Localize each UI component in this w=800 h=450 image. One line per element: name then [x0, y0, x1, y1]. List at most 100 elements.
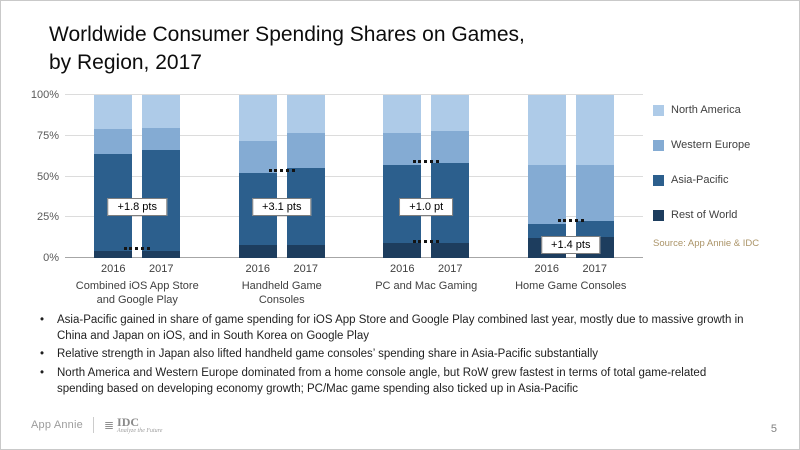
category-label: Combined iOS App Store and Google Play	[75, 280, 199, 307]
page-number: 5	[770, 423, 777, 435]
bar-segment	[94, 95, 133, 130]
dotted-connector	[268, 168, 295, 172]
bar-segment	[527, 223, 566, 239]
stacked-bar-2016	[238, 95, 277, 258]
stacked-bar-2016	[94, 95, 133, 258]
stacked-bar-2017	[431, 95, 470, 258]
stacked-bar-2016	[527, 95, 566, 258]
year-label: 2016	[534, 263, 559, 275]
change-annotation: +1.8 pts	[107, 198, 167, 217]
legend-label: North America	[671, 104, 741, 116]
source-note: Source: App Annie & IDC	[653, 238, 760, 249]
category-label: PC and Mac Gaming	[375, 280, 478, 292]
dotted-connector	[413, 160, 440, 164]
bar-segment	[431, 243, 470, 258]
y-tick-label: 25%	[36, 211, 59, 224]
bullet-list: Asia-Pacific gained in share of game spe…	[35, 313, 751, 400]
y-tick-label: 75%	[36, 129, 59, 142]
bar-group: +1.4 pts	[499, 95, 644, 258]
bar-segment	[527, 165, 566, 224]
stacked-bar-2017	[142, 95, 181, 258]
bar-segment	[142, 95, 181, 128]
bullet-item: Relative strength in Japan also lifted h…	[35, 347, 751, 363]
change-annotation: +1.4 pts	[541, 235, 601, 254]
bar-group: +3.1 pts	[210, 95, 355, 258]
gridline	[65, 175, 643, 177]
chart: 0% 25% 50% 75% 100% +1.8 pts +3.1 pts +1.0 pt +…	[29, 89, 644, 309]
y-axis: 0% 25% 50% 75% 100%	[29, 89, 59, 264]
appannie-logo: App Annie	[31, 419, 83, 432]
bar-segment	[383, 95, 422, 133]
idc-logo-text: IDC	[117, 414, 140, 429]
legend-label: Western Europe	[671, 139, 751, 151]
legend-item: Asia-Pacific	[653, 174, 750, 186]
category-label: Handheld Game Consoles	[241, 280, 322, 307]
idc-tagline: Analyze the Future	[117, 427, 163, 434]
bullet-item: North America and Western Europe dominat…	[35, 366, 751, 397]
bar-segment	[575, 95, 614, 166]
legend-swatch	[653, 174, 664, 186]
change-annotation: +1.0 pt	[399, 198, 454, 217]
bar-segment	[575, 220, 614, 237]
bar-segment	[238, 244, 277, 258]
bar-group: +1.0 pt	[354, 95, 499, 258]
bar-segment	[431, 95, 470, 131]
bar-segment	[527, 95, 566, 166]
bar-segment	[383, 243, 422, 258]
bullet-item: Asia-Pacific gained in share of game spe…	[35, 313, 751, 344]
year-label: 2017	[293, 263, 318, 275]
category-label: Home Game Consoles	[515, 280, 627, 292]
gridline	[65, 257, 643, 258]
y-tick-label: 50%	[36, 170, 59, 183]
legend-label: Rest of World	[671, 209, 738, 221]
dotted-connector	[124, 246, 151, 250]
bar-segment	[238, 140, 277, 174]
category-label-block: 2016 2017 Home Game Consoles	[499, 263, 644, 308]
year-labels: 2016 2017	[65, 263, 210, 275]
idc-logo-mark: ≣	[103, 418, 115, 433]
bar-segment	[286, 132, 325, 169]
y-tick-label: 100%	[30, 89, 59, 101]
stacked-bar-2016	[383, 95, 422, 258]
year-labels: 2016 2017	[499, 263, 644, 275]
bar-segment	[238, 95, 277, 141]
bar-segment	[286, 95, 325, 133]
bar-segment	[431, 130, 470, 164]
gridline	[65, 94, 643, 95]
idc-logo: ≣ IDC Analyze the Future	[104, 416, 163, 435]
year-labels: 2016 2017	[354, 263, 499, 275]
legend: North America Western Europe Asia-Pacific R…	[653, 104, 750, 244]
category-label-block: 2016 2017 Handheld Game Consoles	[210, 263, 355, 308]
bar-segment	[575, 165, 614, 221]
bar-segment	[94, 129, 133, 154]
year-label: 2017	[582, 263, 607, 275]
stacked-bar-2017	[575, 95, 614, 258]
year-label: 2017	[438, 263, 463, 275]
legend-swatch	[653, 209, 664, 221]
bar-group: +1.8 pts	[65, 95, 210, 258]
year-labels: 2016 2017	[210, 263, 355, 275]
gridline	[65, 134, 643, 136]
year-label: 2016	[390, 263, 415, 275]
dotted-connector	[557, 219, 584, 223]
year-label: 2016	[101, 263, 126, 275]
legend-item: Rest of World	[653, 209, 750, 221]
gridline	[65, 216, 643, 218]
bar-segment	[142, 127, 181, 151]
category-label-block: 2016 2017 PC and Mac Gaming	[354, 263, 499, 308]
year-label: 2017	[149, 263, 174, 275]
bar-segment	[94, 251, 133, 258]
x-axis-labels: 2016 2017 Combined iOS App Store and Googl…	[65, 263, 643, 308]
y-tick-label: 0%	[43, 252, 59, 264]
dotted-connector	[413, 240, 440, 244]
stacked-bar-2017	[286, 95, 325, 258]
legend-swatch	[653, 139, 664, 151]
legend-item: Western Europe	[653, 139, 750, 151]
bar-segment	[383, 132, 422, 166]
year-label: 2016	[245, 263, 270, 275]
legend-item: North America	[653, 104, 750, 116]
legend-label: Asia-Pacific	[671, 174, 729, 186]
bar-segment	[286, 244, 325, 258]
change-annotation: +3.1 pts	[252, 198, 312, 217]
category-label-block: 2016 2017 Combined iOS App Store and Googl…	[65, 263, 210, 308]
